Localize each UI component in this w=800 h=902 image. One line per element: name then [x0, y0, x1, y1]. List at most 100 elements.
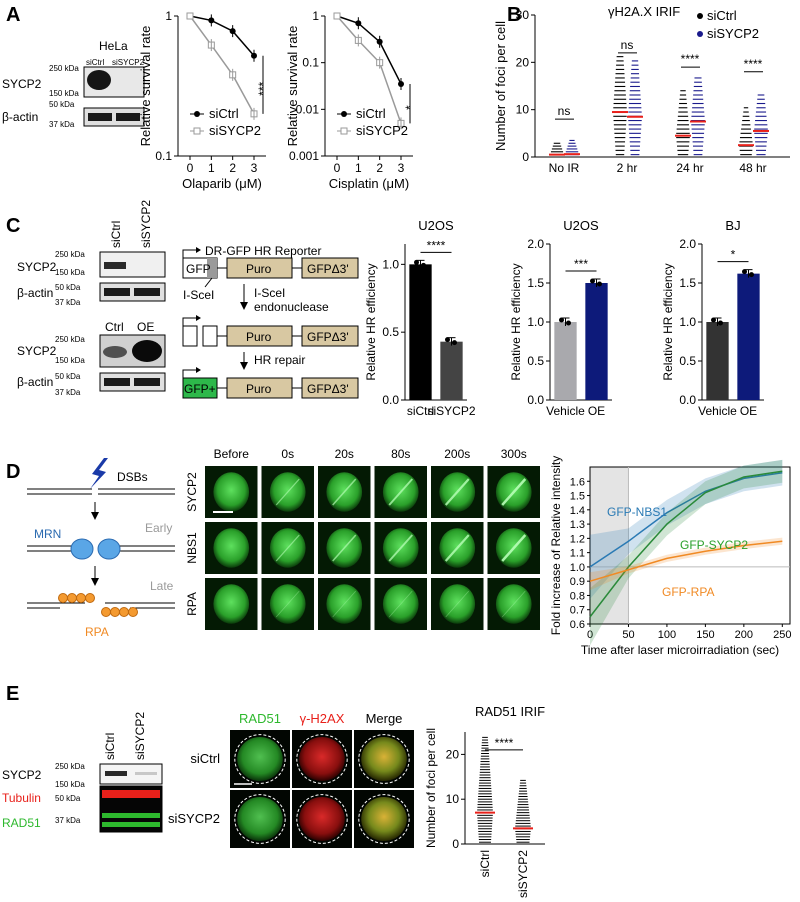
- laser-stripe: [388, 590, 413, 618]
- gfpd3-box: [301, 377, 359, 399]
- chart-title: U2OS: [418, 218, 454, 233]
- legend-label: siSYCP2: [209, 123, 261, 138]
- panel-c-reporter-schematic: DR-GFP HR Reporter GFP Puro GFPΔ3' I-Sce…: [182, 244, 359, 399]
- y-tick-label: 0.8: [570, 590, 585, 602]
- confidence-band: [590, 459, 783, 646]
- series-label: GFP-RPA: [662, 585, 714, 599]
- laser-stripe: [501, 478, 527, 506]
- nucleus: [382, 584, 419, 624]
- bar: [585, 283, 608, 400]
- y-tick-label: 1.6: [570, 476, 585, 488]
- gfpd3-label: GFPΔ3': [307, 262, 349, 276]
- laser-stripe: [501, 590, 526, 618]
- panel-e-rad51-chart: 0 10 20 RAD51 IRIF Number of foci per cell si…: [424, 704, 545, 898]
- legend-marker: [697, 13, 703, 19]
- series-label: GFP-SYCP2: [680, 538, 748, 552]
- blot-row-label: β-actin: [17, 375, 53, 389]
- bar: [737, 273, 760, 400]
- y-axis-label: Relative HR efficiency: [509, 263, 523, 380]
- blot-sycp2: [99, 763, 163, 785]
- x-tick-label: siSYCP2: [516, 850, 530, 898]
- y-tick-label: 0.7: [570, 605, 585, 617]
- x-tick-label: 2: [376, 161, 383, 175]
- nucleus-outline: [358, 794, 410, 844]
- kda-marker: 150 kDa: [55, 268, 85, 277]
- nucleus-outline: [234, 734, 286, 784]
- x-tick-label: 0: [587, 629, 593, 641]
- isce-label: I-SceI: [183, 288, 214, 302]
- panel-c-western-1: siCtrl siSYCP2 SYCP2 β-actin 250 kDa 150…: [17, 200, 166, 307]
- blot-actin: [99, 372, 166, 392]
- blot-band: [116, 113, 140, 121]
- laser-stripe: [444, 534, 470, 562]
- data-point: [333, 12, 341, 20]
- row-label: siCtrl: [190, 751, 220, 766]
- row-label: siSYCP2: [168, 811, 220, 826]
- bar: [554, 322, 577, 400]
- nucleus-outline: [358, 734, 410, 784]
- significance-label: ****: [744, 57, 763, 71]
- significance-label: ***: [574, 257, 588, 271]
- legend-marker: [193, 127, 201, 135]
- chart-title: BJ: [725, 218, 740, 233]
- y-tick-label: 1.5: [527, 276, 544, 290]
- x-tick-label: siCtrl: [478, 850, 492, 877]
- panel-label-a: A: [6, 4, 20, 26]
- series-line-siCtrl: [336, 15, 402, 85]
- isce-site: [207, 258, 217, 278]
- blot-band: [134, 288, 160, 296]
- y-tick-label: 0: [522, 150, 529, 164]
- rpa-cluster-icon: [58, 593, 138, 617]
- nucleus: [213, 584, 250, 624]
- lane-label-1: Ctrl: [105, 320, 124, 334]
- promoter-arrow: [182, 369, 198, 378]
- panel-d-kinetics-chart: 0.6 0.7 0.8 0.9 1.0 1.1 1.2 1.3 1.4 1.5 1.6 0 50 100 1…: [549, 456, 791, 657]
- x-tick-label: 24 hr: [676, 161, 703, 175]
- blot-band: [102, 822, 160, 827]
- x-tick-label: 0: [187, 161, 194, 175]
- y-axis-label: Fold increase of Relative intensity: [549, 456, 563, 635]
- nucleus: [299, 736, 345, 782]
- x-axis-label: Olaparib (μM): [182, 176, 262, 191]
- y-tick-label: 0.01: [296, 102, 320, 116]
- x-tick-label: 50: [622, 629, 634, 641]
- x-tick-label: 250: [773, 629, 791, 641]
- timepoint-label: 20s: [335, 447, 354, 461]
- bar: [706, 322, 729, 400]
- y-tick-label: 1.5: [570, 491, 585, 503]
- timepoint-label: Before: [214, 447, 250, 461]
- y-tick-label: 1.0: [382, 257, 399, 271]
- step1-label-a: I-SceI: [254, 286, 285, 300]
- lane-label-1: siCtrl: [109, 221, 123, 248]
- y-tick-label: 1.0: [527, 315, 544, 329]
- blot-band: [102, 790, 160, 798]
- series-line-siSYCP2: [336, 15, 402, 124]
- promoter-arrow-head: [196, 367, 201, 373]
- y-tick-label: 1.4: [570, 505, 585, 517]
- blot-band: [132, 340, 162, 362]
- timepoint-label: 0s: [281, 447, 294, 461]
- kda-marker: 250 kDa: [55, 250, 85, 259]
- panel-e-western: siCtrl siSYCP2 SYCP2 Tubulin RAD51 250 k…: [2, 712, 163, 833]
- blot-band: [87, 70, 111, 90]
- panel-d-schematic: DSBs MRN Early Late RPA: [27, 458, 175, 639]
- legend-marker: [697, 31, 703, 37]
- rpa-label: RPA: [85, 625, 109, 639]
- kda-marker: 50 kDa: [55, 372, 81, 381]
- gfpd3-box: [301, 325, 359, 347]
- series-line-GFP-RPA: [589, 540, 783, 582]
- y-tick-label: 0.5: [679, 354, 696, 368]
- x-tick-label: siCtrl: [407, 404, 434, 418]
- y-tick-label: 0.001: [289, 149, 319, 163]
- lane-label-2: siSYCP2: [139, 200, 153, 248]
- y-tick-label: 0.6: [570, 619, 585, 631]
- panel-b-foci-chart: 0 10 20 30 Number of foci per cell γH2A.X IRI…: [493, 4, 790, 175]
- panel-d-timelapse-grid: Before 0s 20s 80s 200s 300s SYCP2 NBS1 RPA: [185, 447, 540, 630]
- significance-label: ***: [256, 81, 270, 95]
- data-point: [445, 337, 450, 343]
- y-axis-label: Relative survival rate: [285, 26, 300, 147]
- legend-marker: [194, 111, 200, 117]
- kda-marker: 37 kDa: [55, 388, 81, 397]
- blot-band: [105, 771, 127, 776]
